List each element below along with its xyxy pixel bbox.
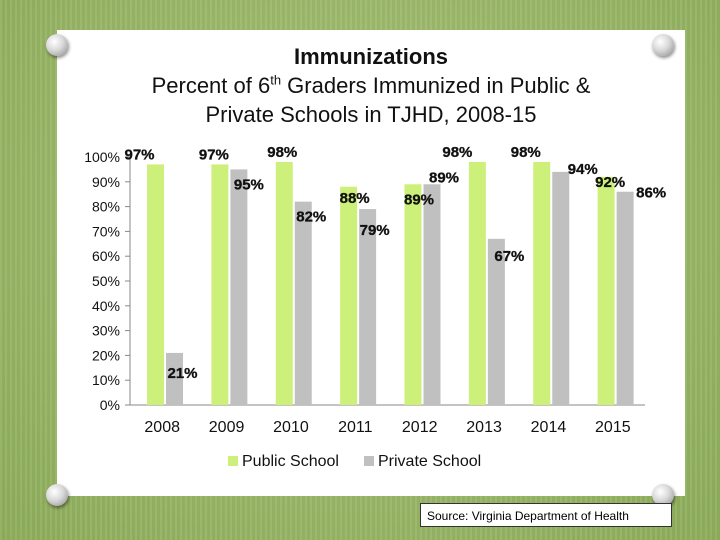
chart-title-line2: Percent of 6th Graders Immunized in Publ…: [57, 71, 685, 100]
x-tick-label: 2013: [466, 419, 502, 436]
legend-swatch-public: [228, 456, 238, 466]
title-line2-post: Graders Immunized in Public &: [281, 73, 591, 98]
data-label-public: 89%: [404, 191, 434, 208]
pushpin-icon: [46, 34, 68, 56]
bar-private-school: [552, 171, 570, 405]
bar-public-school: [275, 161, 293, 405]
data-label-private: 89%: [429, 169, 459, 186]
y-tick-label: 100%: [84, 149, 120, 165]
data-label-private: 79%: [360, 222, 390, 239]
data-label-public: 97%: [124, 146, 154, 163]
bar-public-school: [468, 161, 486, 405]
y-tick-label: 60%: [92, 248, 120, 264]
y-tick-label: 80%: [92, 199, 120, 215]
legend-label-public: Public School: [242, 453, 339, 470]
title-line2-sup: th: [270, 72, 282, 88]
data-label-public: 98%: [442, 144, 472, 161]
pushpin-icon: [652, 34, 674, 56]
bar-private-school: [616, 191, 634, 405]
data-label-public: 97%: [199, 146, 229, 163]
data-label-private: 67%: [494, 248, 524, 265]
chart-title: Immunizations Percent of 6th Graders Imm…: [57, 42, 685, 129]
x-tick-label: 2014: [531, 419, 567, 436]
data-label-public: 98%: [511, 144, 541, 161]
bar-public-school: [211, 164, 229, 405]
bar-private-school: [423, 184, 441, 405]
bar-private-school: [359, 209, 377, 405]
x-tick-label: 2008: [144, 419, 180, 436]
title-line2-pre: Percent of 6: [151, 73, 271, 98]
data-label-private: 21%: [167, 365, 197, 382]
pushpin-icon: [46, 484, 68, 506]
data-label-public: 98%: [267, 144, 297, 161]
source-note: Source: Virginia Department of Health: [420, 503, 672, 527]
y-tick-label: 10%: [92, 372, 120, 388]
bar-private-school: [166, 352, 183, 405]
x-tick-label: 2010: [273, 419, 309, 436]
data-label-private: 82%: [296, 209, 326, 226]
data-label-private: 94%: [568, 161, 598, 178]
y-tick-label: 70%: [92, 223, 120, 239]
y-tick-label: 40%: [92, 298, 120, 314]
bar-public-school: [404, 184, 422, 405]
bar-public-school: [147, 164, 164, 405]
legend-swatch-private: [364, 456, 374, 466]
bar-public-school: [340, 186, 358, 405]
data-label-private: 86%: [636, 185, 666, 202]
x-tick-label: 2015: [595, 419, 631, 436]
bar-public-school: [597, 176, 615, 405]
bar-private-school: [487, 238, 505, 405]
y-tick-label: 0%: [100, 397, 120, 413]
bar-public-school: [533, 161, 551, 405]
data-label-public: 92%: [595, 174, 625, 191]
bar-private-school: [230, 169, 248, 405]
data-label-private: 95%: [234, 176, 264, 193]
legend-label-private: Private School: [378, 453, 481, 470]
chart-title-line1: Immunizations: [293, 44, 448, 69]
bar-private-school: [294, 201, 312, 405]
x-tick-label: 2012: [402, 419, 438, 436]
y-tick-label: 90%: [92, 174, 120, 190]
y-tick-label: 50%: [92, 273, 120, 289]
y-tick-label: 20%: [92, 347, 120, 363]
chart-title-line3: Private Schools in TJHD, 2008-15: [205, 102, 537, 127]
x-tick-label: 2009: [209, 419, 245, 436]
x-tick-label: 2011: [338, 419, 373, 436]
y-tick-label: 30%: [92, 323, 120, 339]
pushpin-icon: [652, 484, 674, 506]
data-label-public: 88%: [340, 190, 370, 207]
